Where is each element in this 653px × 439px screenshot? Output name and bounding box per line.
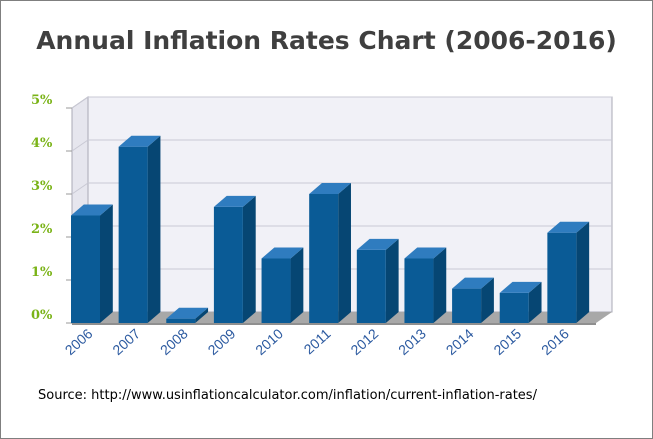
x-tick-label: 2007 (109, 325, 143, 358)
bar (404, 247, 447, 323)
source-note: Source: http://www.usinflationcalculator… (38, 388, 537, 403)
bar-front (452, 288, 482, 323)
bar-side (385, 238, 399, 323)
bar-front (309, 194, 339, 323)
bar-side (147, 135, 161, 323)
gridline-side (71, 182, 89, 195)
bar-side (576, 221, 590, 323)
bar-top (452, 277, 494, 289)
y-tick-label: 2% (31, 222, 53, 237)
bar-top (166, 307, 209, 319)
bar-front (166, 318, 196, 323)
bar (118, 135, 161, 323)
x-tick-label: 2016 (538, 325, 572, 358)
bar-top (356, 238, 399, 250)
bar (452, 277, 494, 323)
bar-front (499, 292, 529, 323)
bar-front (261, 258, 291, 323)
bar-front (404, 258, 434, 323)
bar (71, 204, 113, 323)
floor-edge (72, 323, 596, 325)
bar-side (481, 277, 494, 323)
bar (261, 247, 304, 323)
bar-front (356, 249, 386, 323)
x-tick-label: 2014 (443, 325, 477, 358)
x-axis-ticks: 2006 2007 2008 2009 2010 2011 2012 2013 2014 2015… (62, 325, 572, 358)
x-tick-label: 2012 (347, 325, 381, 358)
y-tick-label: 4% (31, 136, 53, 151)
y-tick-label: 5% (31, 93, 53, 108)
bar-front (213, 206, 243, 323)
bar-side (290, 247, 304, 323)
chart-title: Annual Inflation Rates Chart (2006-2016) (36, 26, 617, 55)
bar-top (213, 195, 256, 207)
bar-side (242, 195, 256, 323)
chart-bars (71, 135, 590, 323)
bar (499, 281, 542, 323)
x-tick-label: 2009 (205, 325, 239, 358)
bar-top (118, 135, 161, 147)
gridline-side (71, 139, 89, 152)
bar (213, 195, 256, 323)
bar-side (528, 281, 542, 323)
bar-side (195, 307, 209, 323)
y-tick-label: 0% (31, 308, 53, 323)
x-tick-label: 2006 (62, 325, 96, 358)
bar (166, 307, 209, 323)
x-tick-label: 2010 (252, 325, 286, 358)
x-tick-label: 2015 (490, 325, 524, 358)
bar-top (261, 247, 304, 259)
gridline-side (71, 96, 89, 109)
bar-top (499, 281, 542, 293)
y-tick-label: 1% (31, 265, 53, 280)
bar (309, 183, 351, 323)
bar-front (118, 146, 148, 323)
bar-top (71, 204, 113, 216)
bar (547, 221, 590, 323)
bar-side (100, 204, 113, 323)
x-tick-label: 2013 (395, 325, 429, 358)
y-axis-ticks: 0% 1% 2% 3% 4% 5% (31, 93, 72, 324)
y-tick-label: 3% (31, 179, 53, 194)
bar-top (404, 247, 447, 259)
bar-top (547, 221, 590, 233)
bar-side (338, 183, 351, 323)
x-tick-label: 2008 (157, 325, 191, 358)
bar (356, 238, 399, 323)
bar-side (433, 247, 447, 323)
x-tick-label: 2011 (301, 325, 334, 357)
bar-front (547, 232, 577, 323)
bar-front (71, 215, 100, 323)
bar-top (309, 183, 351, 194)
